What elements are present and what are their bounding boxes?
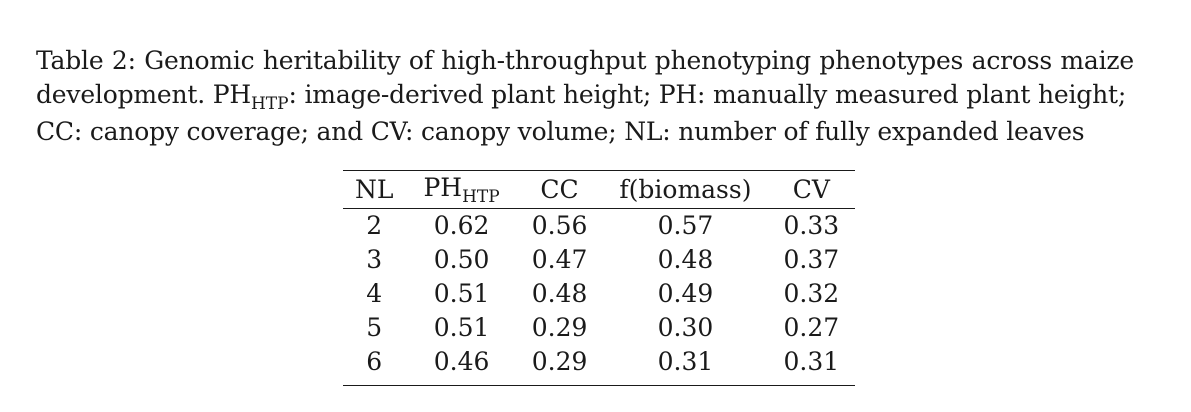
cell-cv: 0.37: [783, 245, 840, 274]
cell-cc: 0.48: [531, 279, 588, 308]
header-nl: NL: [343, 170, 408, 209]
cell-biomass: 0.57: [657, 211, 714, 240]
cell-biomass: 0.30: [657, 313, 714, 342]
caption-line-2-start: development. PH: [36, 80, 251, 109]
table-row: 3 0.50 0.47 0.48 0.37: [343, 243, 855, 277]
header-ph-subscript: HTP: [462, 187, 500, 207]
cell-cv: 0.31: [767, 345, 856, 386]
cell-biomass: 0.49: [657, 279, 714, 308]
cell-nl: 5: [366, 313, 383, 342]
cell-nl: 4: [366, 279, 383, 308]
heritability-table: NL PHHTP CC f(biomass) CV 2 0.62 0.56 0.…: [343, 170, 856, 386]
table-caption: Table 2: Genomic heritability of high-th…: [36, 44, 1136, 149]
caption-line-2-end: : image-derived plant height; PH: manual…: [288, 80, 1127, 109]
caption-subscript: HTP: [250, 94, 289, 114]
cell-ph: 0.46: [407, 345, 516, 386]
table-row: 6 0.46 0.29 0.31 0.31: [343, 345, 856, 386]
caption-line-1: Table 2: Genomic heritability of high-th…: [36, 46, 1134, 75]
caption-line-2: development. PHHTP: image-derived plant …: [36, 78, 1136, 115]
header-biomass: f(biomass): [603, 170, 768, 209]
header-ph-base: PH: [423, 173, 463, 202]
cell-nl: 2: [366, 211, 383, 240]
table-row: 5 0.51 0.29 0.30 0.27: [343, 311, 855, 345]
cell-ph: 0.62: [433, 211, 490, 240]
table-row: 2 0.62 0.56 0.57 0.33: [343, 209, 855, 244]
cell-cc: 0.29: [531, 313, 588, 342]
cell-ph: 0.51: [433, 279, 490, 308]
cell-cc: 0.29: [515, 345, 604, 386]
table-row: 4 0.51 0.48 0.49 0.32: [343, 277, 855, 311]
cell-nl: 6: [343, 345, 408, 386]
cell-biomass: 0.31: [603, 345, 768, 386]
cell-ph: 0.50: [433, 245, 490, 274]
header-ph-htp: PHHTP: [407, 170, 516, 209]
cell-ph: 0.51: [433, 313, 490, 342]
table-header-row: NL PHHTP CC f(biomass) CV: [343, 170, 856, 209]
caption-line-3: CC: canopy coverage; and CV: canopy volu…: [36, 117, 1085, 146]
cell-cv: 0.33: [783, 211, 840, 240]
cell-cc: 0.56: [531, 211, 588, 240]
header-cv: CV: [767, 170, 856, 209]
cell-cv: 0.32: [783, 279, 840, 308]
cell-cc: 0.47: [531, 245, 588, 274]
cell-biomass: 0.48: [657, 245, 714, 274]
cell-nl: 3: [366, 245, 383, 274]
header-cc: CC: [515, 170, 604, 209]
cell-cv: 0.27: [783, 313, 840, 342]
